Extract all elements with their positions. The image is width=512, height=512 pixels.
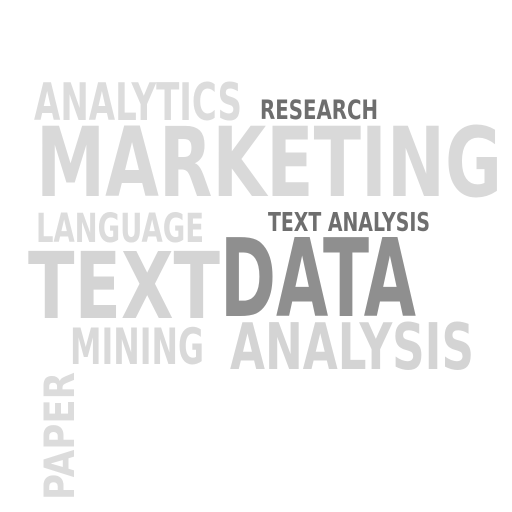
word-language: LANGUAGE [36, 206, 204, 252]
word-mining: MINING [70, 318, 204, 376]
word-data: DATA [220, 217, 416, 342]
word-analytics: ANALYTICS [34, 73, 242, 133]
word-text-analysis: TEXT ANALYSIS [268, 208, 430, 238]
word-analysis: ANALYSIS [230, 311, 474, 385]
word-research: RESEARCH [260, 95, 378, 126]
word-paper: PAPER [35, 372, 84, 500]
word-marketing: MARKETING [36, 107, 502, 219]
word-text: TEXT [28, 233, 220, 340]
